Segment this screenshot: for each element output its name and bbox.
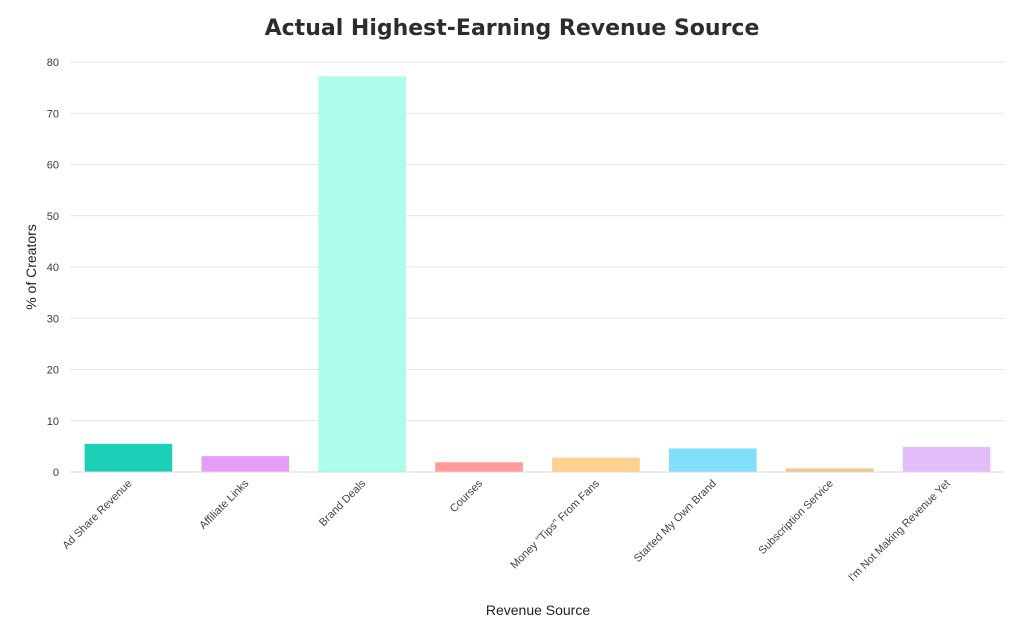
bar[interactable] — [318, 76, 407, 472]
x-tick-label: I'm Not Making Revenue Yet — [846, 478, 952, 584]
bar[interactable] — [84, 443, 173, 472]
y-tick-label: 80 — [47, 57, 59, 69]
y-tick-label: 0 — [53, 467, 59, 479]
x-tick-label: Started My Own Brand — [632, 478, 719, 565]
y-axis-title: % of Creators — [23, 224, 39, 310]
y-tick-label: 70 — [47, 108, 59, 120]
y-tick-label: 60 — [47, 160, 59, 172]
chart-title: Actual Highest-Earning Revenue Source — [265, 16, 760, 41]
x-tick-label: Courses — [448, 477, 486, 515]
x-tick-label: Money "Tips" From Fans — [508, 477, 602, 571]
gridlines — [70, 61, 1005, 422]
bars — [84, 76, 991, 472]
y-tick-label: 20 — [47, 365, 59, 377]
y-tick-label: 30 — [47, 313, 59, 325]
bar[interactable] — [902, 446, 991, 472]
bar[interactable] — [668, 448, 757, 472]
y-tick-label: 50 — [47, 211, 59, 223]
x-tick-label: Subscription Service — [756, 478, 835, 557]
bar[interactable] — [201, 456, 290, 472]
y-tick-label: 40 — [47, 262, 59, 274]
x-tick-label: Ad Share Revenue — [60, 478, 134, 552]
x-axis-title: Revenue Source — [486, 602, 591, 618]
bar[interactable] — [435, 462, 523, 472]
bar[interactable] — [785, 468, 874, 472]
x-tick-label: Brand Deals — [317, 477, 369, 529]
y-tick-label: 10 — [47, 416, 59, 428]
y-axis-ticks: 0 10 20 30 40 50 60 70 80 — [47, 57, 59, 479]
x-tick-label: Affiliate Links — [197, 477, 252, 532]
x-axis-ticks: Ad Share Revenue Affiliate Links Brand Dea… — [60, 477, 952, 584]
bar[interactable] — [552, 457, 640, 472]
